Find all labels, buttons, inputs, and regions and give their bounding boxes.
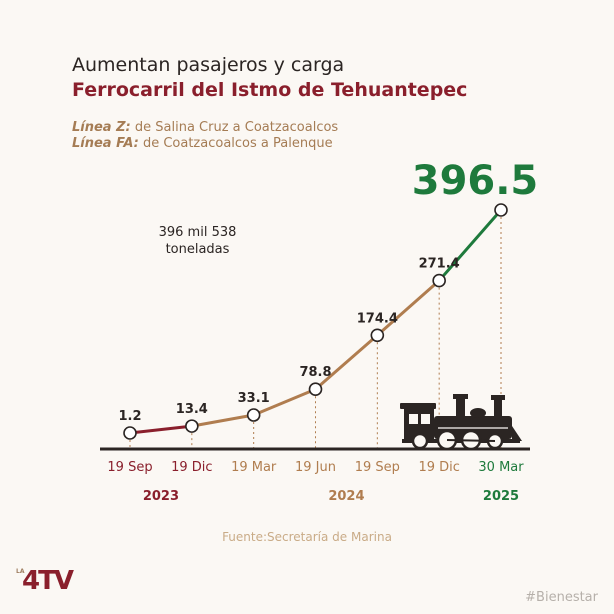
- series-segment: [314, 333, 379, 391]
- tonnage-unit: toneladas: [165, 242, 230, 257]
- x-tick-label: 19 Jun: [295, 460, 336, 475]
- series-segment: [190, 413, 256, 428]
- locomotive-icon: [400, 394, 522, 451]
- logo-prefix: LA: [16, 568, 25, 575]
- tonnage-value: 396 mil 538: [158, 225, 237, 240]
- series-segment: [128, 424, 194, 435]
- line-fa-description: Línea FA: de Coatzacoalcos a Palenque: [72, 136, 333, 151]
- page-title: Aumentan pasajeros y carga: [72, 54, 345, 76]
- page-subtitle: Ferrocarril del Istmo de Tehuantepec: [72, 79, 468, 101]
- year-label: 2024: [328, 489, 364, 504]
- data-label: 396.5: [412, 158, 539, 204]
- data-label: 13.4: [176, 402, 208, 417]
- x-tick-label: 19 Dic: [418, 460, 459, 475]
- data-point: [494, 203, 508, 217]
- data-point: [185, 419, 199, 433]
- source-note: Fuente:Secretaría de Marina: [222, 530, 392, 544]
- data-point: [246, 408, 261, 422]
- line-fa-label: Línea FA:: [72, 136, 139, 151]
- year-label: 2023: [143, 489, 179, 504]
- hashtag: #Bienestar: [525, 590, 598, 605]
- data-point: [308, 382, 323, 397]
- data-point: [370, 328, 385, 343]
- data-label: 1.2: [118, 409, 141, 424]
- x-tick-label: 19 Sep: [355, 460, 400, 475]
- line-z-label: Línea Z:: [72, 120, 131, 135]
- series-segment: [437, 208, 503, 283]
- tonnage-annotation: 396 mil 538 toneladas: [150, 224, 245, 258]
- data-label: 174.4: [357, 311, 398, 326]
- line-fa-text: de Coatzacoalcos a Palenque: [138, 136, 333, 151]
- series-segment: [375, 279, 441, 337]
- data-label: 78.8: [299, 365, 331, 380]
- line-z-description: Línea Z: de Salina Cruz a Coatzacoalcos: [72, 120, 338, 135]
- x-tick-label: 19 Sep: [107, 460, 152, 475]
- x-tick-label: 19 Dic: [171, 460, 212, 475]
- line-z-text: de Salina Cruz a Coatzacoalcos: [130, 120, 339, 135]
- data-point: [123, 426, 137, 440]
- data-label: 271.4: [419, 257, 460, 272]
- data-point: [432, 273, 446, 288]
- x-tick-label: 19 Mar: [231, 460, 277, 475]
- logo-name: 4TV: [22, 566, 74, 596]
- year-label: 2025: [483, 489, 519, 504]
- x-tick-label: 30 Mar: [478, 460, 524, 475]
- data-label: 33.1: [238, 391, 270, 406]
- series-segment: [252, 387, 317, 417]
